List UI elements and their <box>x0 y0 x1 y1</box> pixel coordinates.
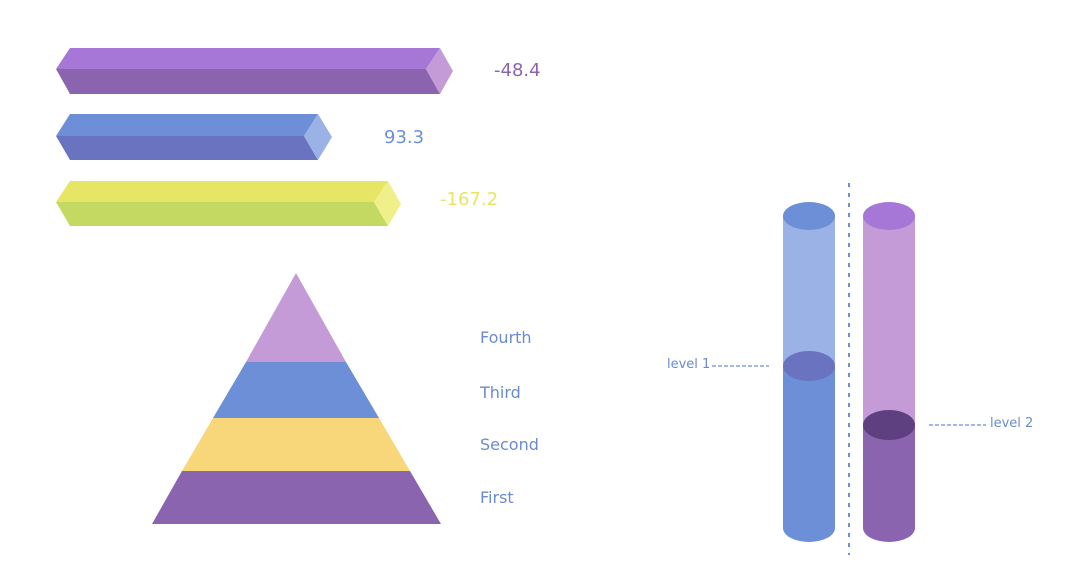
bar-2-value: 93.3 <box>384 127 425 148</box>
bar-1-value: -48.4 <box>494 60 541 81</box>
pyramid-layer-fourth <box>246 273 346 362</box>
bar-2 <box>56 114 332 160</box>
pyramid-label-second: Second <box>480 435 539 454</box>
bar-3-value: -167.2 <box>440 189 499 210</box>
pyramid-layer-first <box>152 471 441 524</box>
cylinder-level-1 <box>783 202 835 542</box>
level-2-label: level 2 <box>990 416 1034 431</box>
level-1-label: level 1 <box>667 357 711 372</box>
bar-3 <box>56 181 401 226</box>
pyramid <box>152 273 441 524</box>
pyramid-label-fourth: Fourth <box>480 328 532 347</box>
cylinder-level-2 <box>863 202 915 542</box>
pyramid-label-third: Third <box>480 383 521 402</box>
pyramid-layer-third <box>213 362 379 418</box>
bar-1 <box>56 48 453 94</box>
pyramid-layer-second <box>182 418 410 471</box>
pyramid-label-first: First <box>480 488 514 507</box>
